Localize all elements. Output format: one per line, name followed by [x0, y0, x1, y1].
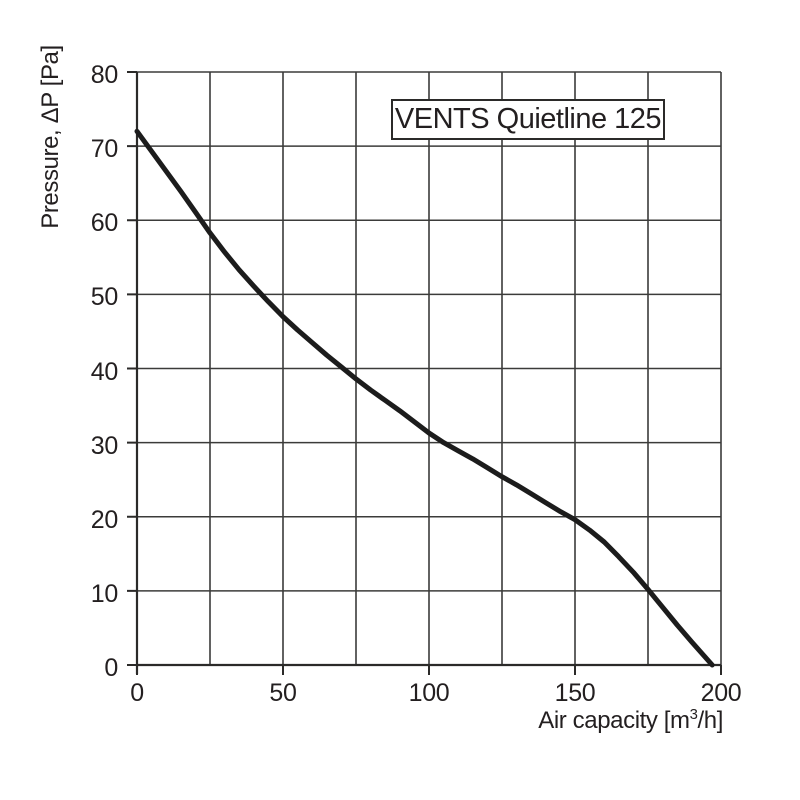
- x-axis-title: Air capacity [m3/h]: [538, 707, 723, 735]
- y-tick-label: 0: [104, 654, 118, 682]
- x-tick-label: 100: [408, 679, 450, 707]
- y-tick-label: 80: [90, 61, 119, 89]
- performance-curve: [134, 128, 715, 668]
- x-axis-title-suffix: /h]: [697, 707, 724, 734]
- x-axis-title-prefix: Air capacity [m: [538, 707, 690, 734]
- chart-title: VENTS Quietline 125: [394, 103, 662, 135]
- x-axis-title-superscript: 3: [689, 707, 698, 723]
- y-tick-label: 50: [90, 283, 119, 312]
- y-axis-title: Pressure, ΔP [Pa]: [37, 45, 64, 229]
- x-tick-label: 200: [700, 679, 742, 707]
- y-tick-label: 10: [90, 579, 119, 608]
- x-tick-label: 50: [269, 679, 297, 707]
- y-tick-label: 70: [90, 135, 119, 164]
- y-tick-label: 20: [90, 505, 119, 534]
- axes: [135, 72, 721, 674]
- y-tick-label: 60: [90, 209, 119, 238]
- chart-title-box: VENTS Quietline 125: [391, 99, 665, 140]
- gridlines: [136, 71, 722, 666]
- x-tick-label: 150: [554, 679, 596, 707]
- y-tick-label: 40: [90, 357, 119, 386]
- y-tick-label: 30: [90, 431, 119, 460]
- x-tick-label: 0: [130, 679, 144, 707]
- axis-ticks: [127, 71, 722, 675]
